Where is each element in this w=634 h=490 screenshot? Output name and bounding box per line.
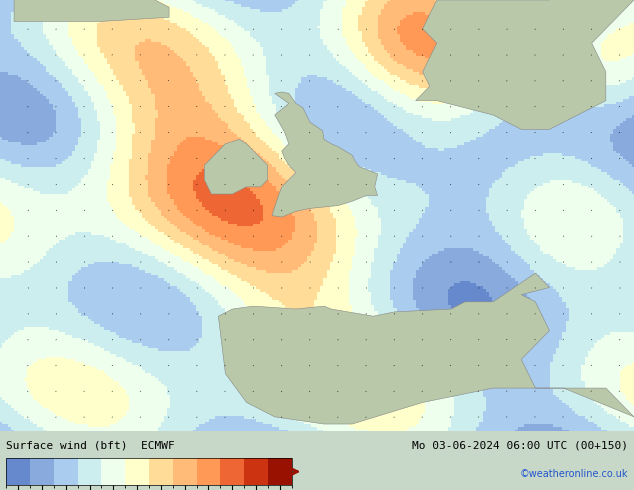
Text: Surface wind (bft)  ECMWF: Surface wind (bft) ECMWF [6,440,175,450]
Text: ©weatheronline.co.uk: ©weatheronline.co.uk [519,469,628,479]
Polygon shape [416,0,634,129]
Polygon shape [218,273,634,424]
Text: Mo 03-06-2024 06:00 UTC (00+150): Mo 03-06-2024 06:00 UTC (00+150) [411,440,628,450]
Polygon shape [204,140,268,194]
Polygon shape [14,0,169,22]
Polygon shape [272,92,378,217]
